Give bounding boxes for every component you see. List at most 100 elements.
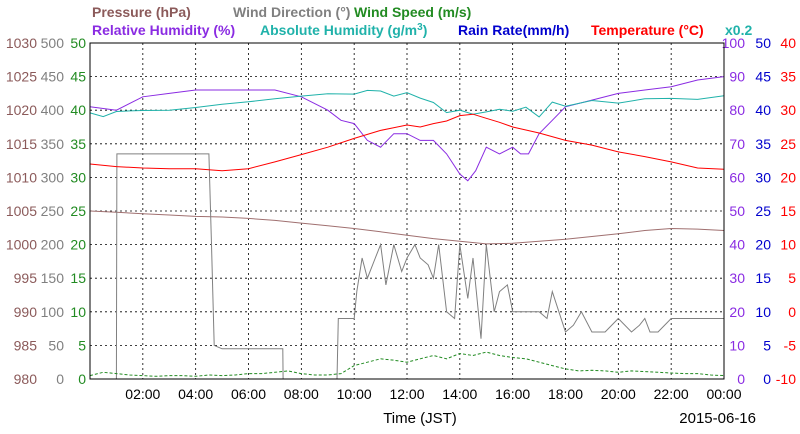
date-label: 2015-06-16 (679, 410, 756, 427)
superscript: 3 (417, 22, 423, 33)
tick-label-rain-rate: 20 (755, 237, 771, 253)
x-tick-label: 06:00 (231, 386, 266, 402)
x-tick-label: 14:00 (442, 386, 477, 402)
tick-label-pressure: 1005 (6, 203, 37, 219)
tick-label-temperature: 10 (780, 237, 796, 253)
tick-label-wind-speed: 40 (70, 102, 86, 118)
legend-title-wind-direction: Wind Direction (°) (233, 4, 350, 20)
series-line-wind-direction (90, 153, 724, 380)
tick-label-wind-direction: 100 (41, 304, 65, 320)
tick-label-wind-direction: 500 (41, 35, 65, 51)
tick-label-wind-direction: 200 (41, 237, 65, 253)
tick-label-wind-speed: 10 (70, 304, 86, 320)
tick-label-pressure: 1015 (6, 136, 37, 152)
tick-label-relative-humidity: 70 (729, 136, 745, 152)
tick-label-relative-humidity: 10 (729, 337, 745, 353)
tick-label-wind-speed: 15 (70, 270, 86, 286)
tick-label-rain-rate: 10 (755, 304, 771, 320)
tick-label-relative-humidity: 90 (729, 69, 745, 85)
tick-label-temperature: -5 (784, 337, 797, 353)
tick-label-pressure: 1020 (6, 102, 37, 118)
tick-label-wind-speed: 20 (70, 237, 86, 253)
tick-label-wind-speed: 0 (78, 371, 86, 387)
tick-label-wind-direction: 50 (48, 337, 64, 353)
tick-label-rain-rate: 40 (755, 102, 771, 118)
grid (90, 43, 724, 379)
tick-label-pressure: 1025 (6, 69, 37, 85)
x-tick-labels: 02:00 04:00 06:00 08:00 10:00 12:00 14:00 16:00… (125, 386, 741, 402)
tick-label-relative-humidity: 20 (729, 304, 745, 320)
tick-label-temperature: 40 (780, 35, 796, 51)
legend-title-x0-2: x0.2 (725, 22, 752, 38)
x-tick-label: 10:00 (337, 386, 372, 402)
tick-label-temperature: 15 (780, 203, 796, 219)
title-row-2: Relative Humidity (%) Absolute Humidity (… (92, 22, 752, 38)
tick-label-pressure: 1030 (6, 35, 37, 51)
tick-label-temperature: 35 (780, 69, 796, 85)
x-tick-label: 04:00 (178, 386, 213, 402)
x-tick-label: 08:00 (284, 386, 319, 402)
tick-label-wind-direction: 450 (41, 69, 65, 85)
plot-frame (89, 42, 725, 380)
tick-label-temperature: 25 (780, 136, 796, 152)
tick-label-wind-speed: 45 (70, 69, 86, 85)
legend-title-rain-rate-mm-h: Rain Rate(mm/h) (458, 22, 569, 38)
tick-label-wind-direction: 250 (41, 203, 65, 219)
tick-label-relative-humidity: 40 (729, 237, 745, 253)
x-tick-label: 18:00 (548, 386, 583, 402)
x-tick-label: 16:00 (495, 386, 530, 402)
tick-label-wind-speed: 35 (70, 136, 86, 152)
title-row-1: Pressure (hPa) Wind Direction (°) Wind Spe… (92, 4, 471, 20)
series-line-temperature-c (89, 113, 725, 172)
x-tick-label: 20:00 (601, 386, 636, 402)
x-tick-label: 22:00 (654, 386, 689, 402)
tick-label-wind-direction: 0 (56, 371, 64, 387)
tick-label-temperature: 30 (780, 102, 796, 118)
tick-label-rain-rate: 0 (763, 371, 771, 387)
tick-label-rain-rate: 15 (755, 270, 771, 286)
tick-label-temperature: 5 (788, 270, 796, 286)
series-layer (89, 76, 725, 380)
tick-label-wind-direction: 150 (41, 270, 65, 286)
legend-title-temperature-c: Temperature (°C) (591, 22, 704, 38)
tick-label-temperature: -10 (776, 371, 796, 387)
legend-title-pressure-hpa: Pressure (hPa) (92, 4, 191, 20)
series-line-absolute-humidity-g-m3 (89, 89, 725, 118)
legend-title-wind-speed-m-s: Wind Speed (m/s) (354, 4, 471, 20)
tick-label-rain-rate: 35 (755, 136, 771, 152)
tick-label-wind-direction: 400 (41, 102, 65, 118)
x-tick-label: 00:00 (706, 386, 741, 402)
tick-label-pressure: 985 (14, 337, 38, 353)
tick-label-rain-rate: 50 (755, 35, 771, 51)
tick-label-rain-rate: 5 (763, 337, 771, 353)
tick-label-wind-speed: 5 (78, 337, 86, 353)
tick-label-rain-rate: 30 (755, 169, 771, 185)
tick-label-relative-humidity: 60 (729, 169, 745, 185)
tick-label-pressure: 990 (14, 304, 38, 320)
tick-label-wind-speed: 30 (70, 169, 86, 185)
legend-title-relative-humidity: Relative Humidity (%) (92, 22, 235, 38)
x-tick-label: 12:00 (389, 386, 424, 402)
title-suffix: ) (423, 22, 428, 38)
series-line-pressure-hpa (89, 210, 725, 245)
tick-label-wind-speed: 50 (70, 35, 86, 51)
tick-label-pressure: 1010 (6, 169, 37, 185)
tick-label-pressure: 980 (14, 371, 38, 387)
tick-label-wind-speed: 25 (70, 203, 86, 219)
tick-label-relative-humidity: 30 (729, 270, 745, 286)
tick-label-temperature: 20 (780, 169, 796, 185)
tick-label-rain-rate: 45 (755, 69, 771, 85)
tick-label-pressure: 995 (14, 270, 38, 286)
tick-label-relative-humidity: 0 (737, 371, 745, 387)
tick-label-relative-humidity: 100 (722, 35, 746, 51)
legend-title-absolute-humidity-g-m: Absolute Humidity (g/m3) (260, 22, 427, 38)
tick-label-wind-direction: 300 (41, 169, 65, 185)
x-tick-label: 02:00 (125, 386, 160, 402)
tick-label-rain-rate: 25 (755, 203, 771, 219)
tick-label-relative-humidity: 50 (729, 203, 745, 219)
axis-tick-labels: 9809859909951000100510101015102010251030… (6, 35, 796, 387)
tick-label-wind-direction: 350 (41, 136, 65, 152)
tick-label-relative-humidity: 80 (729, 102, 745, 118)
x-axis-label: Time (JST) (383, 410, 457, 427)
